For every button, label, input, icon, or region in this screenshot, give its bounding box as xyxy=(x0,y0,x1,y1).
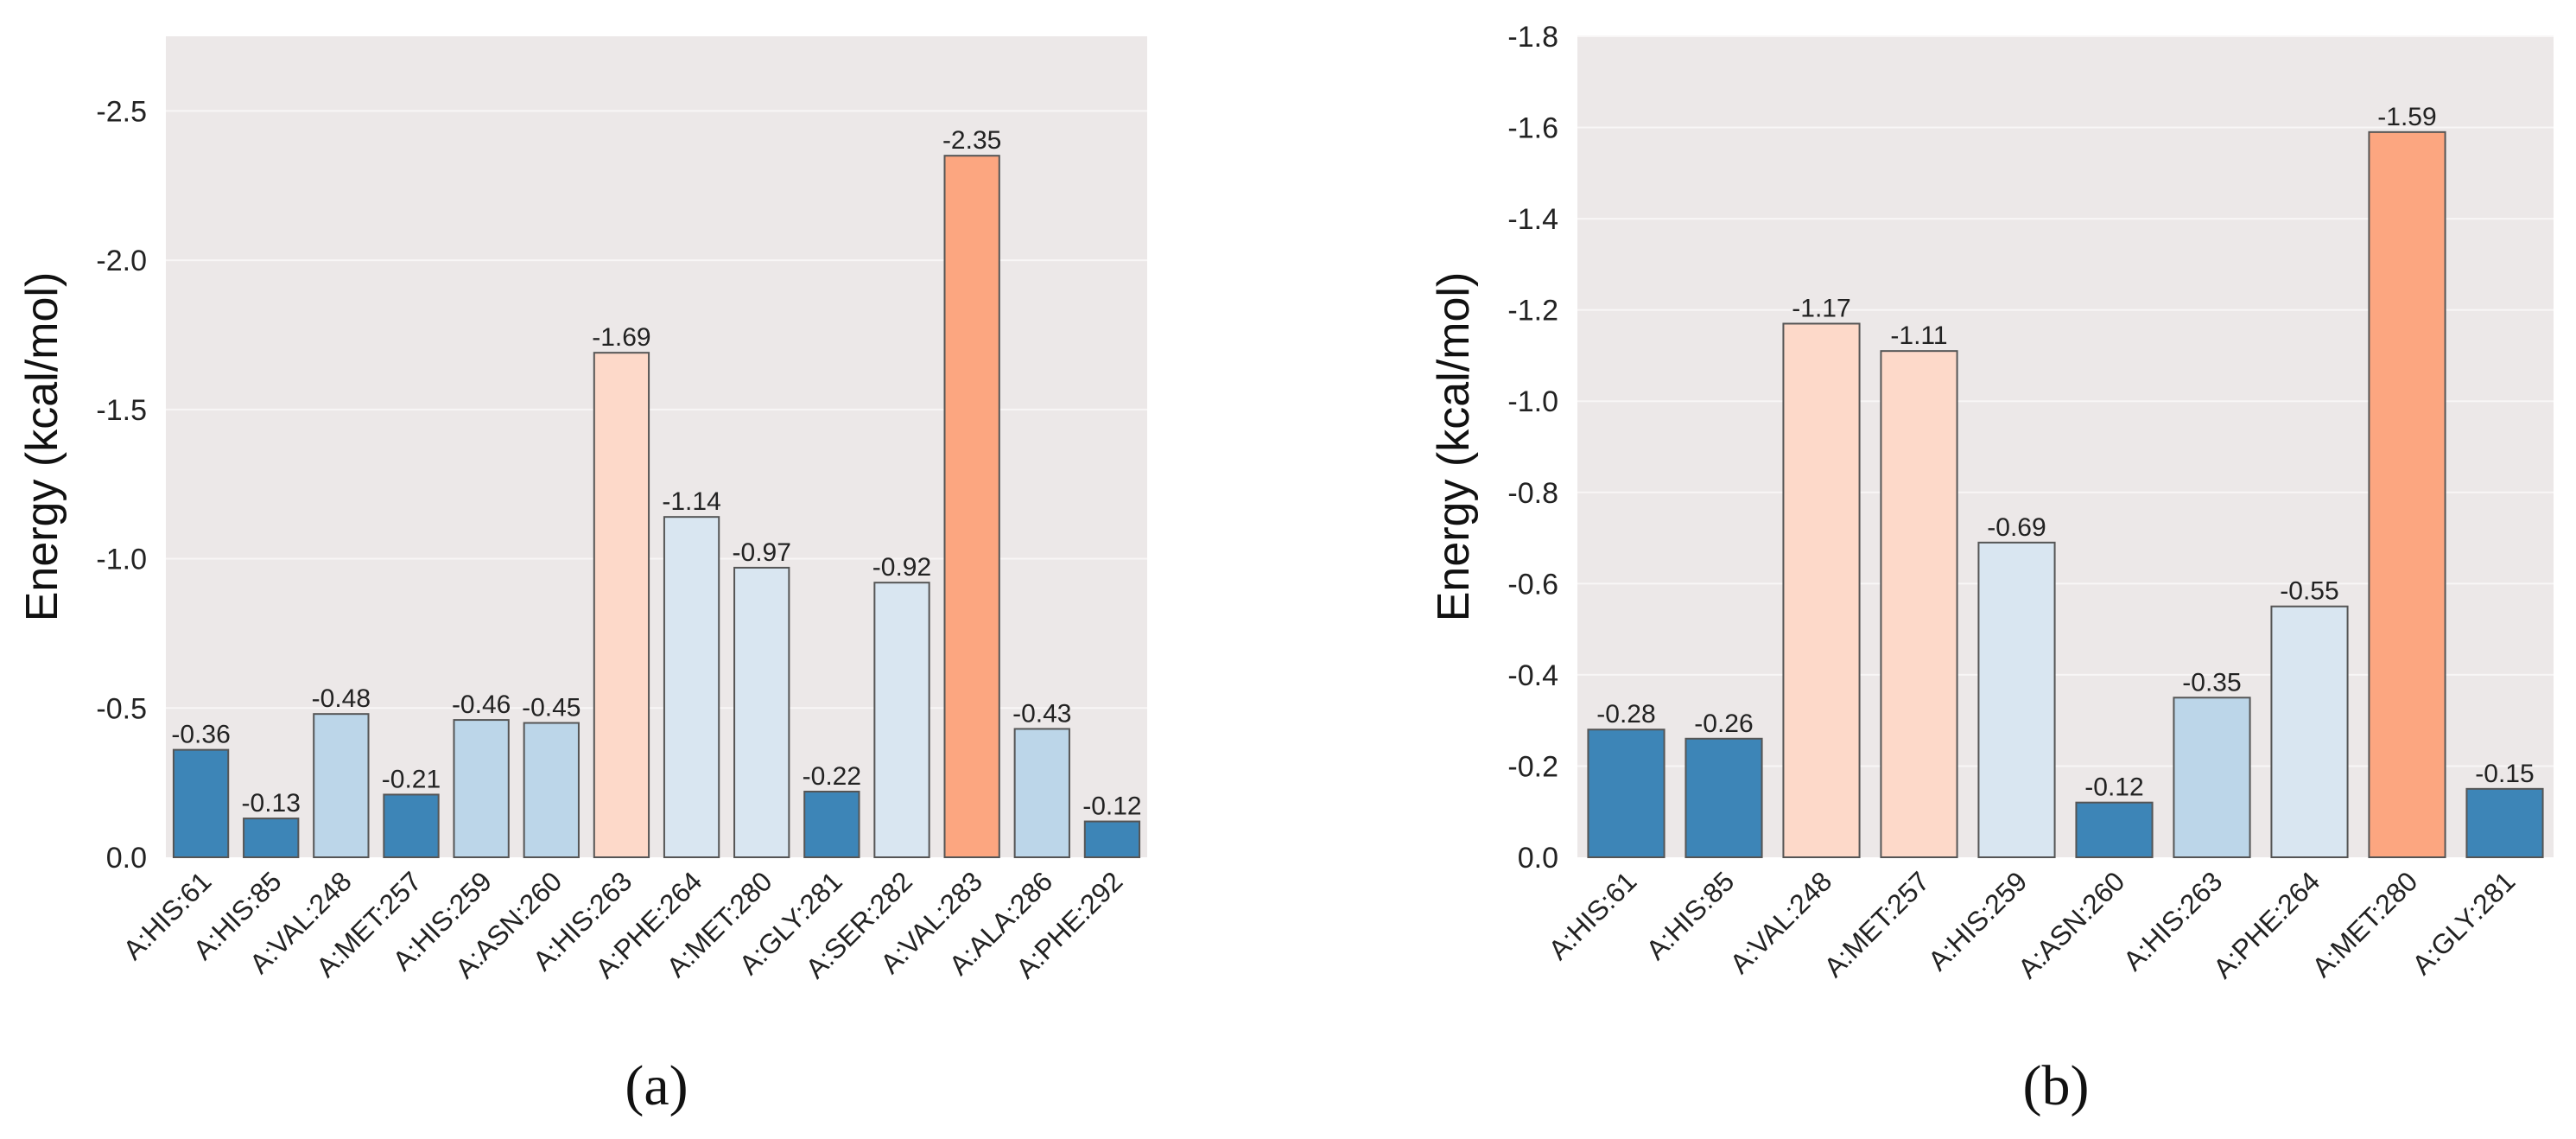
y-tick-label: -1.6 xyxy=(1507,112,1558,145)
bar xyxy=(873,582,930,858)
bar xyxy=(1013,728,1070,858)
bar xyxy=(1083,820,1141,859)
bar-value-label: -0.21 xyxy=(382,765,441,793)
bar-value-label: -0.12 xyxy=(1082,792,1141,821)
bar-value-label: -0.15 xyxy=(2475,760,2534,788)
bar xyxy=(663,516,720,858)
y-tick-label: 0.0 xyxy=(106,842,147,875)
bar-value-label: -1.17 xyxy=(1792,295,1850,323)
y-tick-label: -1.8 xyxy=(1507,21,1558,54)
bar xyxy=(733,566,790,859)
bar-value-label: -0.92 xyxy=(872,553,931,582)
y-tick-label: -1.4 xyxy=(1507,203,1558,236)
bar xyxy=(2173,697,2251,858)
caption-a: (a) xyxy=(625,1054,688,1117)
y-tick-label: -0.5 xyxy=(96,692,147,725)
x-tick-label: A:ASN:260 xyxy=(2012,865,2130,983)
y-tick-label: -0.2 xyxy=(1507,750,1558,783)
bar-value-label: -1.59 xyxy=(2377,103,2436,131)
bar xyxy=(1977,541,2056,858)
bar xyxy=(243,818,300,858)
y-tick-label: -2.5 xyxy=(96,95,147,128)
bar xyxy=(803,791,860,858)
y-tick-label: 0.0 xyxy=(1518,842,1558,875)
bar-value-label: -0.35 xyxy=(2182,668,2241,697)
bar-value-label: -0.26 xyxy=(1694,709,1753,738)
y-tick-label: -0.8 xyxy=(1507,477,1558,510)
bar-value-label: -1.11 xyxy=(1890,321,1947,350)
bar-value-label: -1.14 xyxy=(662,487,720,516)
y-tick-label: -1.0 xyxy=(1507,385,1558,418)
bar xyxy=(453,719,510,858)
x-tick-label: A:PHE:264 xyxy=(2207,865,2325,983)
bar xyxy=(172,748,230,858)
chart-panel-a: 0.0 -0.5 -1.0 -1.5 -2.0 -2.5 Energy (kcal/mol)… xyxy=(17,36,1147,984)
bar xyxy=(1685,737,1763,858)
bar xyxy=(523,722,580,859)
bar xyxy=(593,352,650,858)
bar-value-label: -0.36 xyxy=(171,721,230,749)
bar-value-label: -0.43 xyxy=(1012,699,1071,728)
bar xyxy=(2368,130,2446,859)
bar xyxy=(2075,801,2154,859)
bar xyxy=(1587,729,1666,858)
bar-value-label: -0.69 xyxy=(1987,513,2046,542)
chart-panel-b: 0.0 -0.2 -0.4 -0.6 -0.8 -1.0 -1.2 -1.4 -1.6 -1.8 E… xyxy=(1429,21,2554,984)
x-tick-label: A:HIS:61 xyxy=(1542,865,1642,965)
y-axis-label: Energy (kcal/mol) xyxy=(17,272,67,622)
caption-b: (b) xyxy=(2023,1054,2090,1117)
bar-value-label: -0.48 xyxy=(312,684,371,713)
y-tick-label: -1.0 xyxy=(96,544,147,576)
bar-value-label: -0.97 xyxy=(733,538,791,567)
bar xyxy=(383,793,440,858)
y-axis-label: Energy (kcal/mol) xyxy=(1429,272,1479,622)
bar-value-label: -0.22 xyxy=(803,762,861,791)
y-tick-label: -0.4 xyxy=(1507,659,1558,692)
bar-value-label: -0.13 xyxy=(242,789,301,818)
x-tick-label: A:MET:257 xyxy=(1818,865,1935,983)
y-tick-label: -1.5 xyxy=(96,394,147,427)
bar xyxy=(943,155,1000,858)
y-tick-label: -0.6 xyxy=(1507,568,1558,601)
bar xyxy=(2270,605,2349,858)
bar xyxy=(1782,322,1861,858)
bar xyxy=(1880,350,1958,858)
x-tick-label: A:HIS:85 xyxy=(1640,865,1740,965)
bar xyxy=(2465,787,2544,858)
bar-value-label: -0.55 xyxy=(2280,577,2338,606)
bar-value-label: -1.69 xyxy=(592,323,650,352)
x-tick-label: A:MET:280 xyxy=(2306,865,2423,983)
x-tick-label: A:GLY:281 xyxy=(2406,865,2521,980)
bar-value-label: -0.46 xyxy=(452,690,511,719)
bar-value-label: -2.35 xyxy=(942,126,1001,155)
bar-value-label: -0.28 xyxy=(1596,700,1655,729)
bar-value-label: -0.45 xyxy=(522,694,581,722)
y-tick-label: -1.2 xyxy=(1507,295,1558,328)
bar xyxy=(313,713,370,858)
bar-value-label: -0.12 xyxy=(2084,773,2143,802)
y-tick-label: -2.0 xyxy=(96,245,147,277)
